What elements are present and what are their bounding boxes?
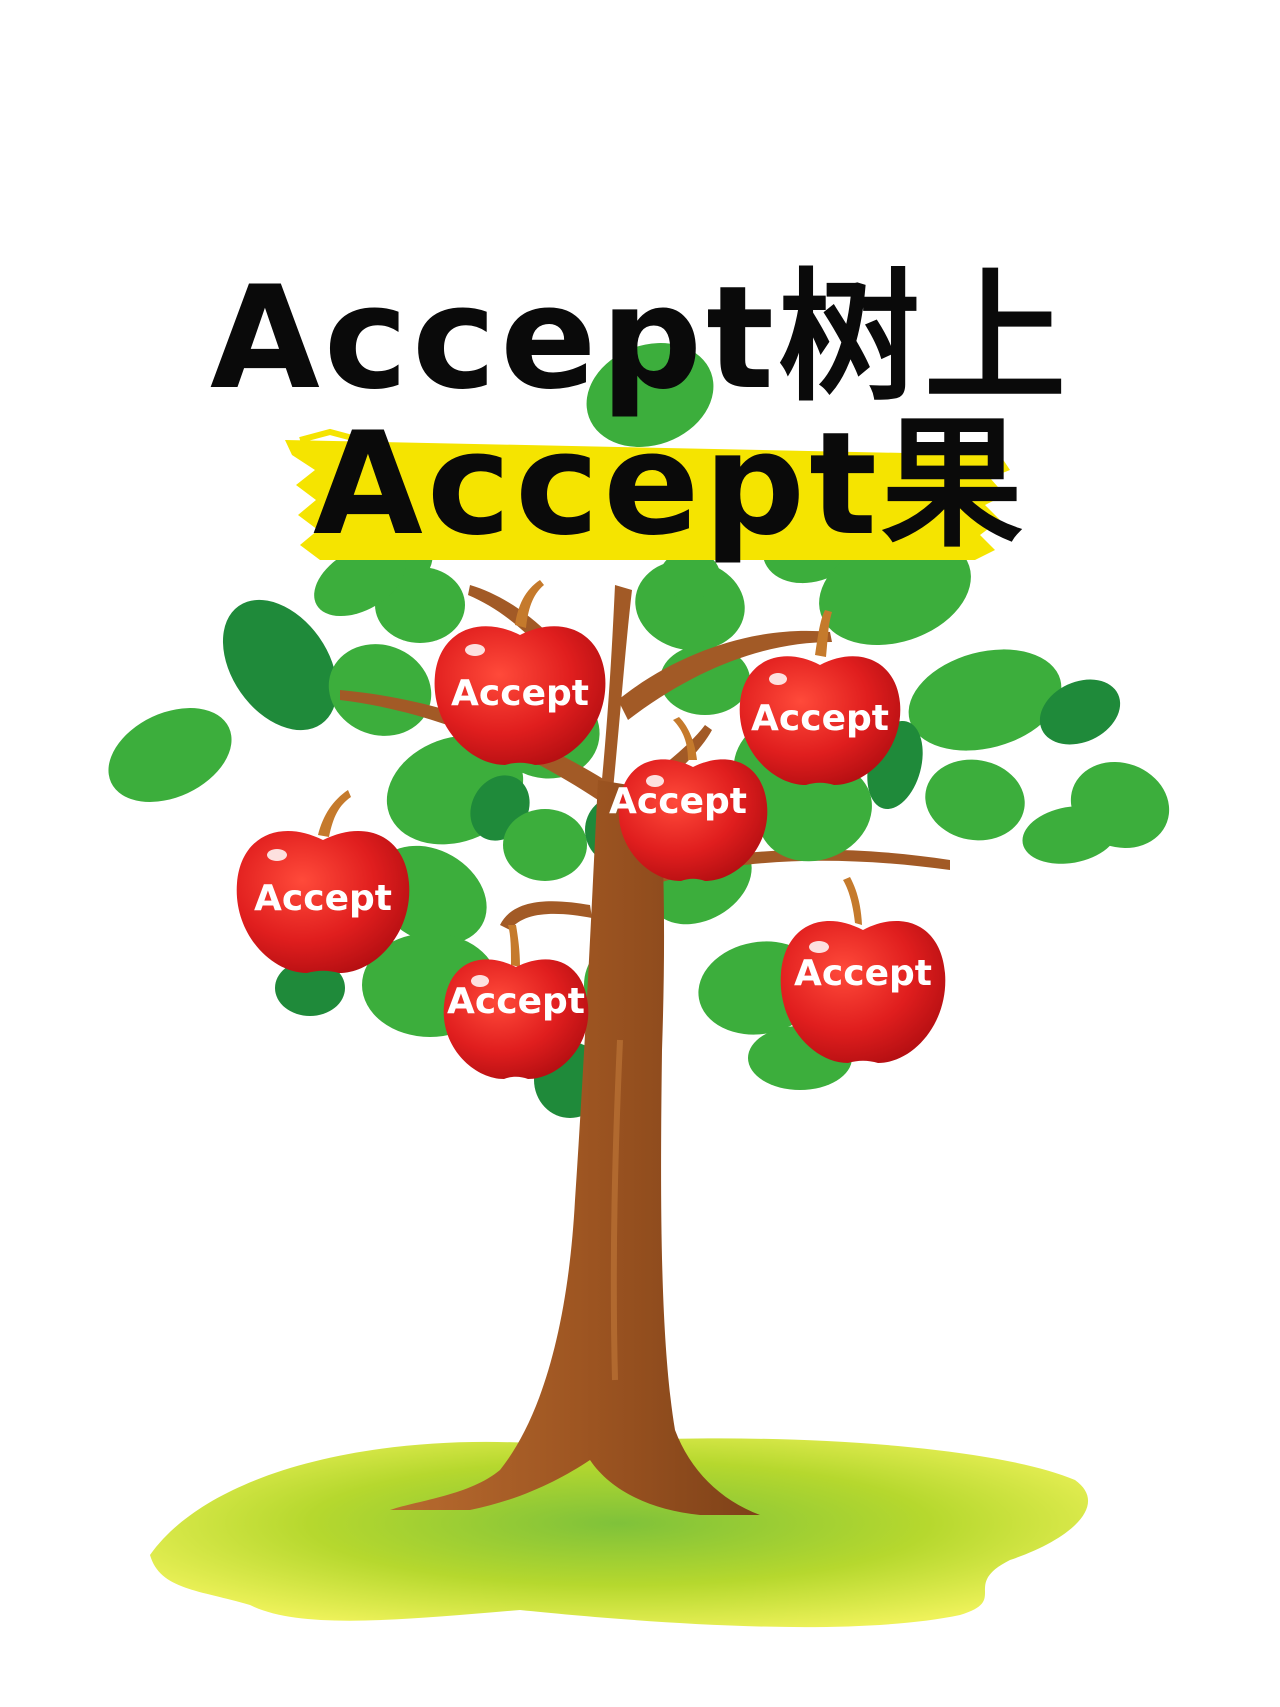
apple-label: Accept xyxy=(254,878,392,919)
apple: Accept xyxy=(739,610,901,785)
apple: Accept xyxy=(609,717,768,881)
apple-label: Accept xyxy=(751,698,889,739)
apple: Accept xyxy=(443,925,589,1079)
apple-label: Accept xyxy=(609,781,747,822)
apple-label: Accept xyxy=(451,673,589,714)
title-line-1: Accept树上 xyxy=(209,256,1071,421)
leaf-cluster-front xyxy=(503,551,872,881)
apple: Accept xyxy=(780,877,946,1063)
title-highlight xyxy=(285,428,1010,560)
apple: Accept xyxy=(236,790,410,973)
title-line-2: Accept果 xyxy=(312,402,1028,567)
apple-label: Accept xyxy=(794,953,932,994)
apple-label: Accept xyxy=(447,981,585,1022)
apple: Accept xyxy=(434,580,606,765)
grass-ground xyxy=(150,1438,1089,1628)
tree-trunk xyxy=(390,780,760,1515)
